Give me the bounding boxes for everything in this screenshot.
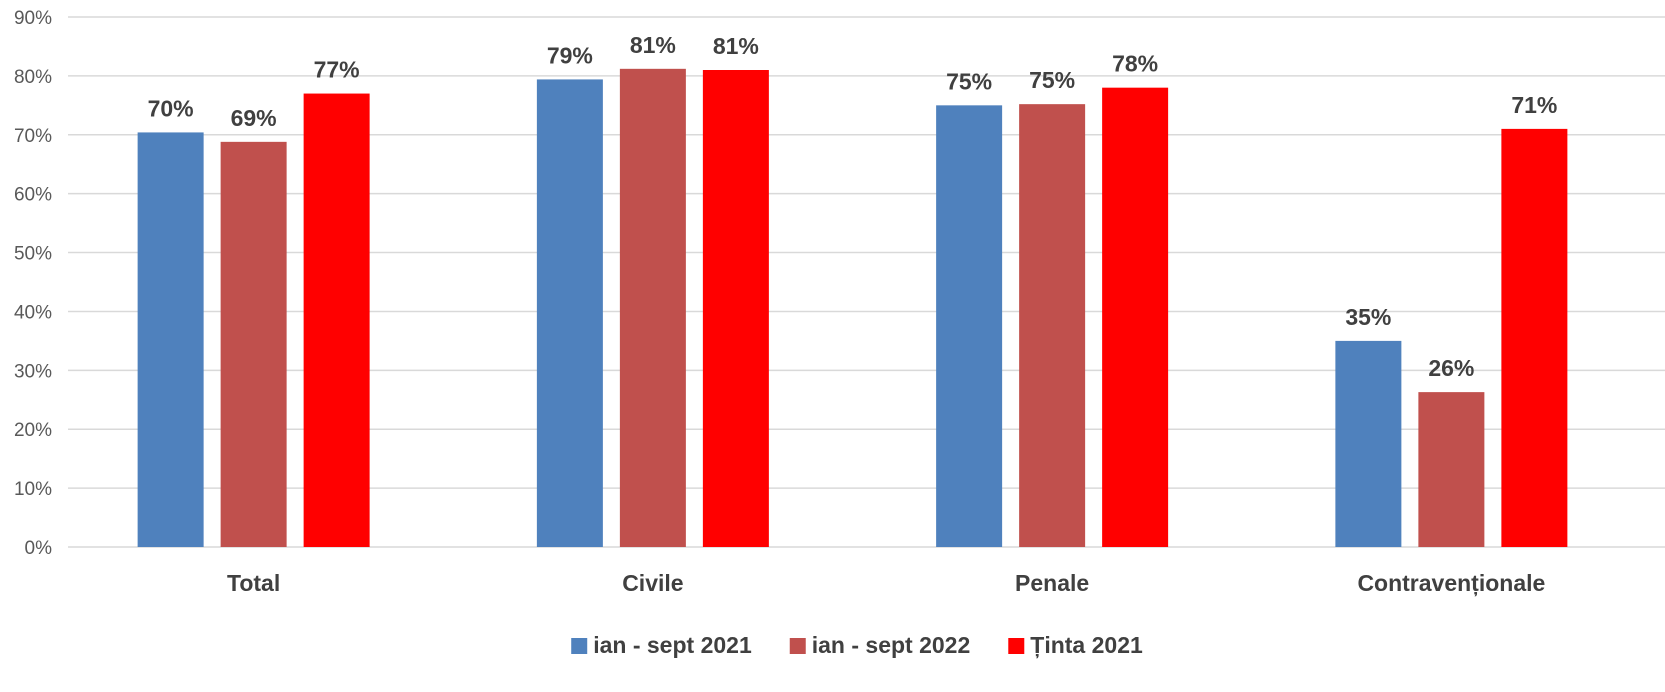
bar-penale-series-2 <box>1102 87 1169 548</box>
y-tick-label: 0% <box>25 538 53 559</box>
data-label: 81% <box>713 33 759 59</box>
legend-label: Ținta 2021 <box>1030 632 1143 658</box>
y-axis-ticks: 0% 10% 20% 30% 40% 50% 60% 70% 80% 90% <box>14 8 52 559</box>
x-axis-categories: Total Civile Penale Contravenționale <box>227 570 1545 597</box>
data-label: 70% <box>148 95 194 121</box>
legend-item[interactable]: ian - sept 2022 <box>789 632 971 658</box>
y-tick-label: 60% <box>14 185 52 206</box>
y-tick-label: 10% <box>14 479 52 500</box>
data-label: 26% <box>1428 355 1474 381</box>
bar-penale-series-1 <box>1019 104 1086 548</box>
bar-total-series-2 <box>303 93 370 548</box>
category-label: Total <box>227 570 280 596</box>
category-label: Penale <box>1015 570 1089 596</box>
y-tick-label: 90% <box>14 8 52 29</box>
legend-label: ian - sept 2022 <box>812 632 971 658</box>
legend-swatch <box>789 638 806 654</box>
legend-swatch <box>571 638 588 654</box>
y-tick-label: 80% <box>14 67 52 88</box>
data-label: 35% <box>1345 304 1391 330</box>
bar-total-series-0 <box>137 132 204 547</box>
data-label: 75% <box>946 68 992 94</box>
data-label: 81% <box>630 32 676 58</box>
bar-contravenționale-series-1 <box>1418 392 1485 547</box>
data-label: 75% <box>1029 67 1075 93</box>
data-labels: 70% 69% 77% 79% 81% 81% 75% 75% 78% 35% 26% 71% <box>148 32 1558 381</box>
bar-total-series-1 <box>220 141 287 547</box>
y-tick-label: 40% <box>14 302 52 323</box>
legend[interactable]: ian - sept 2021 ian - sept 2022 Ținta 2021 <box>571 632 1143 658</box>
y-tick-label: 20% <box>14 420 52 441</box>
legend-swatch <box>1008 638 1025 654</box>
bar-contravenționale-series-0 <box>1335 340 1402 547</box>
category-label: Civile <box>622 570 683 596</box>
bar-civile-series-1 <box>619 68 686 548</box>
bar-civile-series-2 <box>702 70 769 547</box>
y-tick-label: 50% <box>14 244 52 265</box>
data-label: 69% <box>231 105 277 131</box>
legend-item[interactable]: Ținta 2021 <box>1008 632 1143 658</box>
y-tick-label: 70% <box>14 126 52 147</box>
bars <box>137 68 1568 548</box>
data-label: 71% <box>1511 92 1557 118</box>
category-label: Contravenționale <box>1357 570 1545 597</box>
bar-penale-series-0 <box>936 105 1003 547</box>
data-label: 79% <box>547 42 593 68</box>
y-tick-label: 30% <box>14 361 52 382</box>
legend-label: ian - sept 2021 <box>593 632 752 658</box>
data-label: 77% <box>314 57 360 83</box>
bar-contravenționale-series-2 <box>1501 128 1568 547</box>
bar-civile-series-0 <box>536 79 603 547</box>
legend-item[interactable]: ian - sept 2021 <box>571 632 752 658</box>
data-label: 78% <box>1112 51 1158 77</box>
